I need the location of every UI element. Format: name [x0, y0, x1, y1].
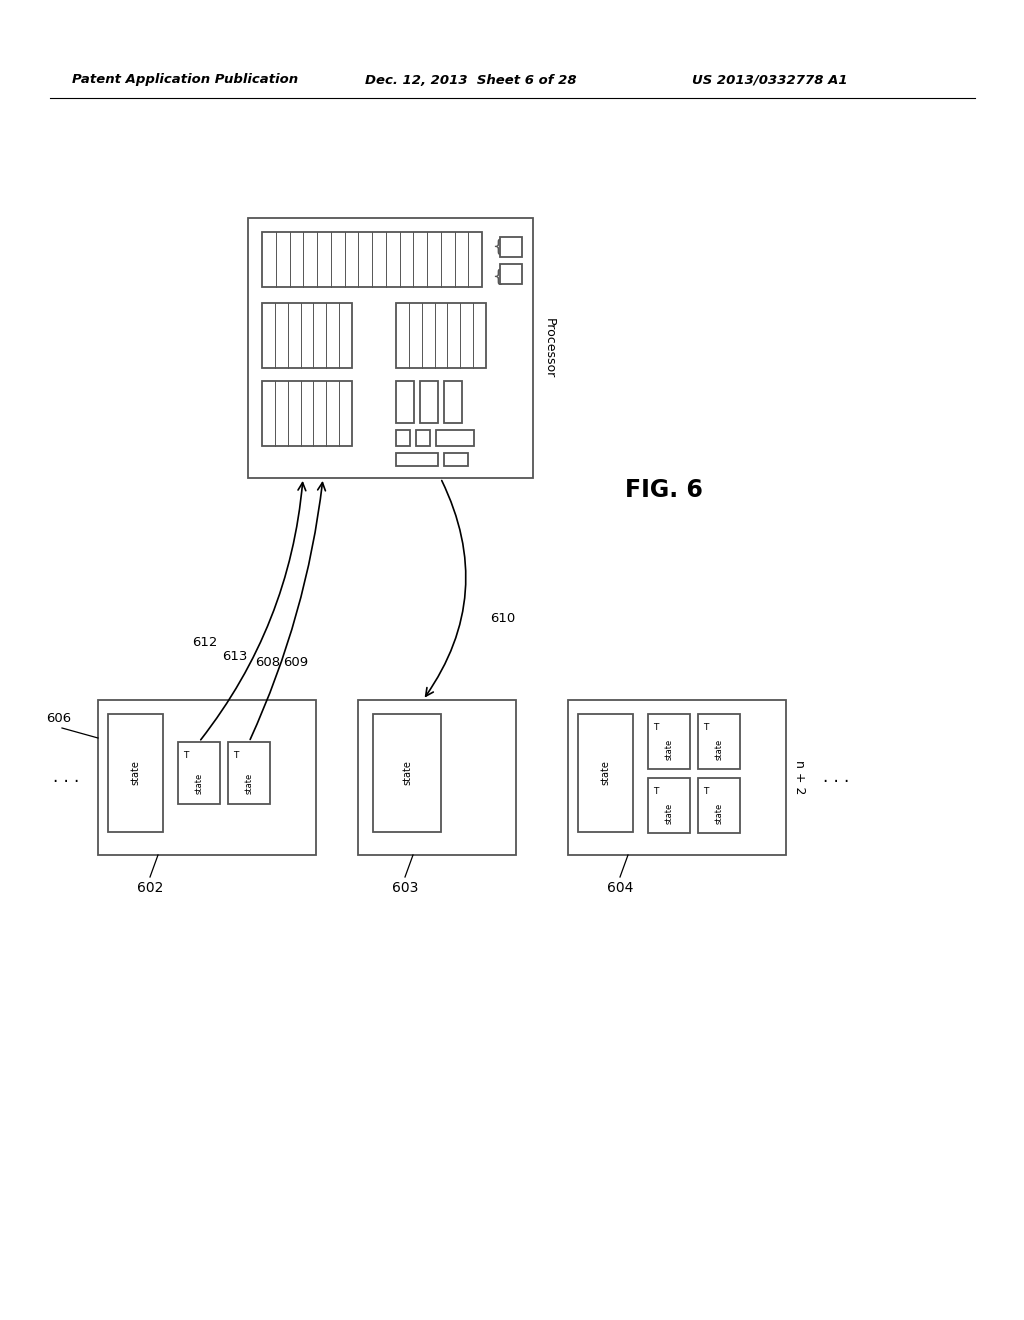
Text: T: T	[703, 723, 709, 733]
Bar	[248, 218, 534, 478]
Bar	[396, 453, 438, 466]
Bar	[500, 238, 522, 257]
Text: . . .: . . .	[823, 768, 849, 787]
Text: }: }	[488, 265, 500, 282]
Text: 608: 608	[255, 656, 281, 669]
Text: state: state	[665, 803, 674, 824]
Text: 610: 610	[490, 611, 515, 624]
Bar	[98, 700, 316, 855]
Text: state: state	[600, 760, 610, 785]
Bar	[648, 714, 690, 770]
Text: state: state	[130, 760, 140, 785]
Bar	[108, 714, 163, 832]
Text: US 2013/0332778 A1: US 2013/0332778 A1	[692, 74, 848, 87]
Bar	[396, 381, 414, 422]
Text: 606: 606	[46, 711, 71, 725]
Bar	[698, 714, 740, 770]
Bar	[420, 381, 438, 422]
Text: state: state	[402, 760, 412, 785]
Text: Processor: Processor	[543, 318, 555, 378]
Text: T: T	[653, 787, 658, 796]
Bar	[178, 742, 220, 804]
Text: 604: 604	[607, 880, 633, 895]
Text: state: state	[245, 772, 254, 793]
Bar	[500, 264, 522, 284]
Text: . . .: . . .	[53, 768, 79, 787]
Bar	[396, 430, 410, 446]
Bar	[416, 430, 430, 446]
Text: T: T	[183, 751, 188, 760]
Bar	[648, 777, 690, 833]
Text: }: }	[488, 235, 500, 253]
Bar	[698, 777, 740, 833]
Bar	[396, 304, 486, 368]
Text: n + 2: n + 2	[794, 760, 807, 795]
Bar	[262, 304, 352, 368]
Text: state: state	[665, 739, 674, 760]
Text: 612: 612	[193, 635, 217, 648]
Bar	[444, 453, 468, 466]
Text: T: T	[233, 751, 239, 760]
Text: FIG. 6: FIG. 6	[625, 478, 702, 502]
Bar	[436, 430, 474, 446]
Text: state: state	[715, 803, 724, 824]
Bar	[262, 381, 352, 446]
Bar	[228, 742, 270, 804]
Text: 602: 602	[137, 880, 163, 895]
Text: 613: 613	[222, 651, 248, 664]
Bar	[444, 381, 462, 422]
Text: Patent Application Publication: Patent Application Publication	[72, 74, 298, 87]
Text: 609: 609	[283, 656, 308, 669]
Text: 603: 603	[392, 880, 418, 895]
Text: T: T	[653, 723, 658, 733]
Text: state: state	[715, 739, 724, 760]
Bar	[578, 714, 633, 832]
Text: state: state	[195, 772, 204, 793]
Bar	[358, 700, 516, 855]
Bar	[373, 714, 441, 832]
Bar	[262, 232, 482, 286]
Bar	[568, 700, 786, 855]
Text: Dec. 12, 2013  Sheet 6 of 28: Dec. 12, 2013 Sheet 6 of 28	[365, 74, 577, 87]
Text: T: T	[703, 787, 709, 796]
